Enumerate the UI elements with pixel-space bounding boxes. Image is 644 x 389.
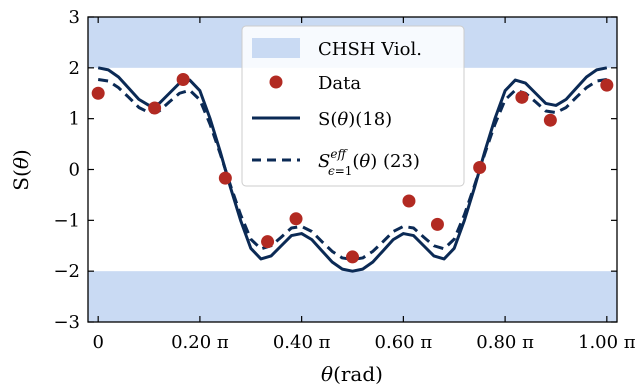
legend-label-effective: Seff ϵ=1(θ) (23) bbox=[318, 147, 420, 178]
y-tick-label: 1 bbox=[69, 109, 80, 130]
data-point bbox=[148, 101, 162, 115]
y-tick-label: 3 bbox=[69, 7, 80, 28]
data-point bbox=[430, 217, 444, 231]
data-point bbox=[515, 90, 529, 104]
data-point bbox=[543, 113, 557, 127]
legend-label-band: CHSH Viol. bbox=[318, 39, 422, 60]
data-point bbox=[600, 78, 614, 92]
data-point bbox=[218, 171, 232, 185]
legend-band-swatch bbox=[252, 38, 300, 58]
x-tick-label: 0.80 π bbox=[476, 332, 534, 353]
x-axis-label: θ(rad) bbox=[321, 362, 383, 386]
x-tick-label: 0.40 π bbox=[273, 332, 331, 353]
legend: CHSH Viol. Data S(θ)(18) Seff ϵ=1(θ) (23) bbox=[241, 25, 465, 187]
y-tick-label: 2 bbox=[69, 58, 80, 79]
x-tick-label: 0.20 π bbox=[171, 332, 229, 353]
legend-label-theory: S(θ)(18) bbox=[318, 109, 392, 130]
legend-label-data: Data bbox=[318, 73, 361, 94]
data-point bbox=[91, 86, 105, 100]
x-tick-label: 1.00 π bbox=[578, 332, 636, 353]
y-tick-label: −2 bbox=[53, 261, 80, 282]
data-point bbox=[176, 73, 190, 87]
data-point bbox=[473, 160, 487, 174]
band-1 bbox=[88, 271, 617, 322]
data-points bbox=[91, 73, 614, 264]
x-tick-label: 0 bbox=[92, 332, 103, 353]
axis-ticks: 0 0.20 π 0.40 π 0.60 π 0.80 π 1.00 π 3 2 1 0 −1 −2 −… bbox=[53, 7, 635, 353]
data-point bbox=[346, 250, 359, 264]
legend-box bbox=[241, 25, 465, 187]
violation-bands bbox=[88, 17, 617, 322]
y-tick-label: −3 bbox=[53, 312, 80, 333]
x-tick-label: 0.60 π bbox=[375, 332, 433, 353]
data-point bbox=[289, 212, 303, 226]
y-tick-label: 0 bbox=[69, 160, 80, 181]
data-point bbox=[402, 194, 416, 208]
legend-data-marker bbox=[269, 75, 283, 89]
y-axis-label: S(θ) bbox=[9, 149, 33, 190]
y-tick-label: −1 bbox=[53, 210, 80, 231]
data-point bbox=[261, 235, 275, 249]
